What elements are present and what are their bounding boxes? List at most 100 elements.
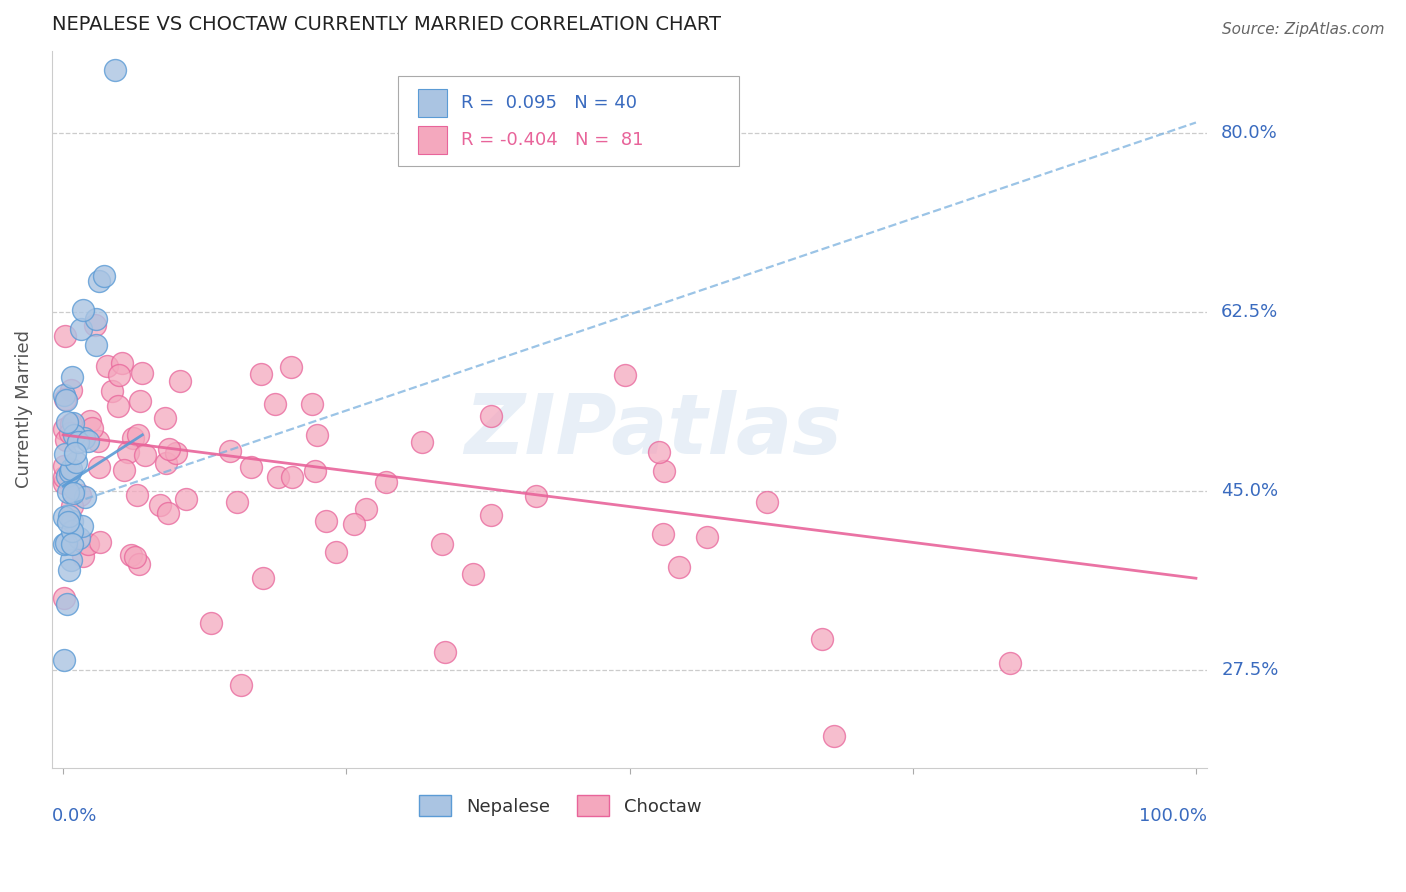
Point: [200, 616, 222, 631]
Text: R =  0.095   N = 40: R = 0.095 N = 40: [461, 94, 637, 112]
Point: [169, 375, 191, 389]
Point: [56, 415, 79, 429]
Text: 80.0%: 80.0%: [1222, 124, 1278, 142]
Y-axis label: Currently Married: Currently Married: [15, 330, 32, 488]
Point: [810, 632, 832, 646]
Point: [157, 442, 180, 457]
Point: [75, 490, 97, 504]
Text: 0.0%: 0.0%: [52, 807, 97, 825]
Text: R = -0.404   N =  81: R = -0.404 N = 81: [461, 131, 644, 149]
Point: [128, 557, 150, 571]
Legend: Nepalese, Choctaw: Nepalese, Choctaw: [412, 788, 709, 823]
Point: [60, 537, 83, 551]
Point: [481, 409, 503, 423]
Point: [72, 431, 94, 445]
Point: [58, 516, 80, 530]
Point: [53, 591, 76, 606]
Point: [53, 388, 76, 402]
Point: [60, 499, 83, 513]
Point: [53, 653, 76, 667]
Point: [121, 431, 143, 445]
Point: [69, 322, 91, 336]
Point: [668, 560, 690, 574]
Point: [59, 383, 82, 397]
Text: ZIPatlas: ZIPatlas: [464, 391, 842, 471]
Point: [80, 421, 103, 435]
Point: [112, 463, 135, 477]
Point: [124, 549, 146, 564]
Point: [76, 434, 98, 448]
Point: [60, 524, 83, 539]
Point: [998, 656, 1021, 670]
Point: [83, 318, 105, 333]
Point: [59, 417, 82, 431]
Point: [55, 393, 77, 408]
Point: [79, 414, 101, 428]
Point: [56, 485, 79, 500]
Point: [157, 507, 180, 521]
Point: [65, 455, 87, 469]
Point: [108, 368, 131, 382]
Point: [58, 508, 80, 523]
FancyBboxPatch shape: [398, 76, 740, 166]
Point: [69, 488, 91, 502]
Point: [53, 510, 76, 524]
Point: [153, 411, 176, 425]
Point: [155, 456, 177, 470]
Point: [93, 268, 115, 283]
Point: [58, 563, 80, 577]
Point: [107, 399, 129, 413]
Point: [62, 416, 84, 430]
Point: [59, 425, 82, 440]
Point: [63, 427, 86, 442]
Point: [375, 475, 398, 489]
Point: [226, 495, 249, 509]
Point: [62, 486, 84, 500]
Point: [134, 448, 156, 462]
Point: [62, 481, 84, 495]
Point: [315, 514, 337, 528]
Point: [53, 458, 76, 473]
Point: [87, 434, 110, 448]
Point: [479, 508, 502, 522]
Point: [824, 729, 846, 743]
Point: [648, 445, 671, 459]
FancyBboxPatch shape: [418, 127, 447, 153]
Point: [72, 302, 94, 317]
Point: [281, 470, 304, 484]
Point: [84, 312, 107, 326]
Point: [219, 443, 242, 458]
Point: [264, 397, 287, 411]
Point: [325, 544, 347, 558]
Point: [53, 537, 76, 551]
Point: [354, 502, 377, 516]
Point: [149, 498, 172, 512]
Point: [53, 476, 76, 491]
Point: [343, 516, 366, 531]
Point: [55, 535, 77, 549]
Point: [87, 460, 110, 475]
Point: [77, 536, 100, 550]
Point: [461, 567, 484, 582]
Point: [174, 492, 197, 507]
Point: [252, 571, 274, 585]
Text: Source: ZipAtlas.com: Source: ZipAtlas.com: [1222, 22, 1385, 37]
Point: [434, 645, 457, 659]
Point: [53, 329, 76, 343]
Text: 100.0%: 100.0%: [1139, 807, 1208, 825]
Point: [129, 394, 152, 409]
Point: [53, 392, 76, 406]
Point: [120, 549, 142, 563]
Point: [301, 397, 323, 411]
Point: [755, 495, 778, 509]
Text: 45.0%: 45.0%: [1222, 483, 1278, 500]
Point: [125, 487, 148, 501]
Point: [67, 435, 90, 450]
Point: [249, 367, 271, 381]
Point: [53, 422, 76, 436]
Point: [117, 445, 139, 459]
Point: [89, 534, 111, 549]
Point: [652, 464, 675, 478]
Point: [131, 366, 153, 380]
Point: [89, 274, 111, 288]
